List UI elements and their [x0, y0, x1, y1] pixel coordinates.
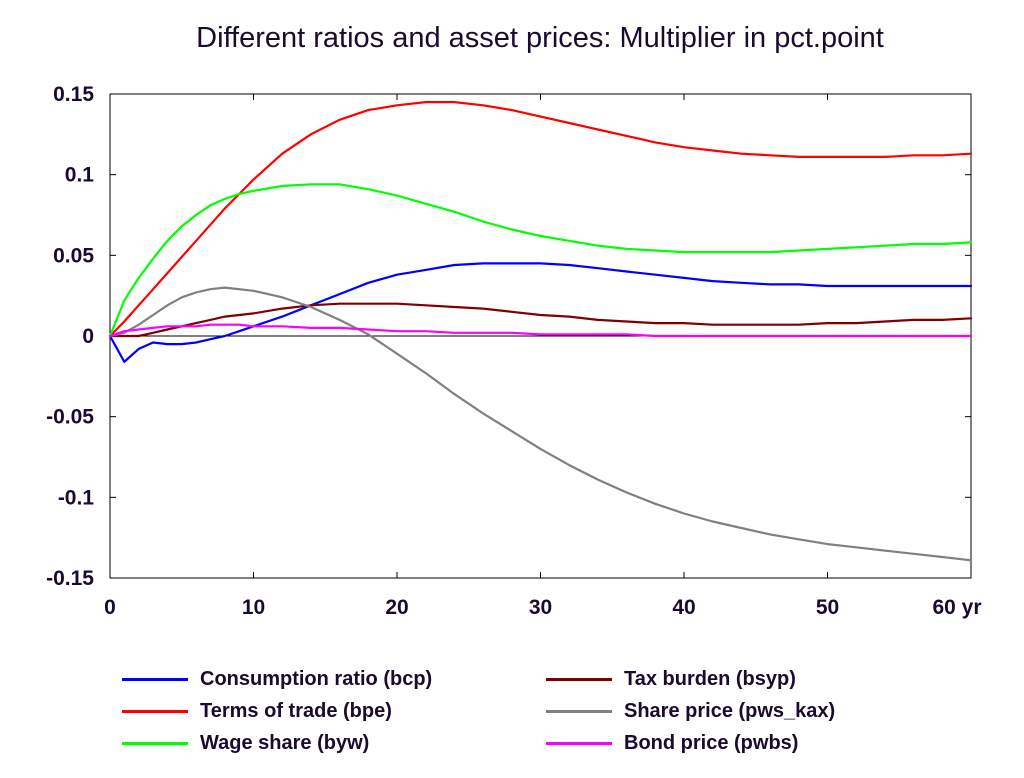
y-tick-label: 0.15 [53, 83, 94, 106]
legend-item: Consumption ratio (bcp) [122, 664, 432, 694]
tick-labels: 0.15 0.1 0.05 0 -0.05 -0.1 -0.15 0 10 20 30 40 50 60 … [46, 83, 981, 619]
legend-swatch [546, 709, 612, 713]
chart-title: Different ratios and asset prices: Multi… [196, 22, 884, 54]
legend-label: Bond price (pwbs) [624, 731, 799, 754]
legend-label: Terms of trade (bpe) [200, 699, 392, 722]
series-line [108, 286, 973, 562]
legend-swatch [546, 677, 612, 681]
y-tick-label: -0.05 [46, 406, 94, 429]
y-tick-label: 0.05 [53, 244, 94, 267]
legend-swatch [122, 741, 188, 745]
x-tick-label: 0 [104, 596, 116, 619]
legend-item: Bond price (pwbs) [546, 728, 798, 758]
legend-label: Tax burden (bsyp) [624, 667, 796, 690]
y-tick-label: 0 [82, 325, 94, 348]
legend-item: Wage share (byw) [122, 728, 369, 758]
legend-swatch [122, 677, 188, 681]
series-line [108, 302, 973, 338]
legend-item: Tax burden (bsyp) [546, 664, 796, 694]
y-tick-label: -0.15 [46, 567, 94, 590]
legend-item: Share price (pws_kax) [546, 696, 835, 726]
series-line [108, 323, 973, 338]
legend-item: Terms of trade (bpe) [122, 696, 392, 726]
series-line [108, 262, 973, 363]
series-line [108, 183, 973, 338]
y-tick-label: -0.1 [58, 486, 95, 509]
legend-label: Consumption ratio (bcp) [200, 667, 433, 690]
x-tick-label: 60 yr [932, 596, 981, 619]
y-tick-label: 0.1 [65, 164, 95, 187]
x-tick-label: 30 [529, 596, 552, 619]
series-line [108, 100, 973, 338]
legend-label: Share price (pws_kax) [624, 699, 836, 722]
legend-swatch [546, 741, 612, 745]
x-tick-label: 20 [385, 596, 408, 619]
legend-swatch [122, 709, 188, 713]
legend-label: Wage share (byw) [200, 731, 370, 754]
x-tick-label: 10 [242, 596, 265, 619]
x-tick-label: 50 [816, 596, 839, 619]
x-tick-label: 40 [672, 596, 695, 619]
series-lines [108, 100, 973, 562]
